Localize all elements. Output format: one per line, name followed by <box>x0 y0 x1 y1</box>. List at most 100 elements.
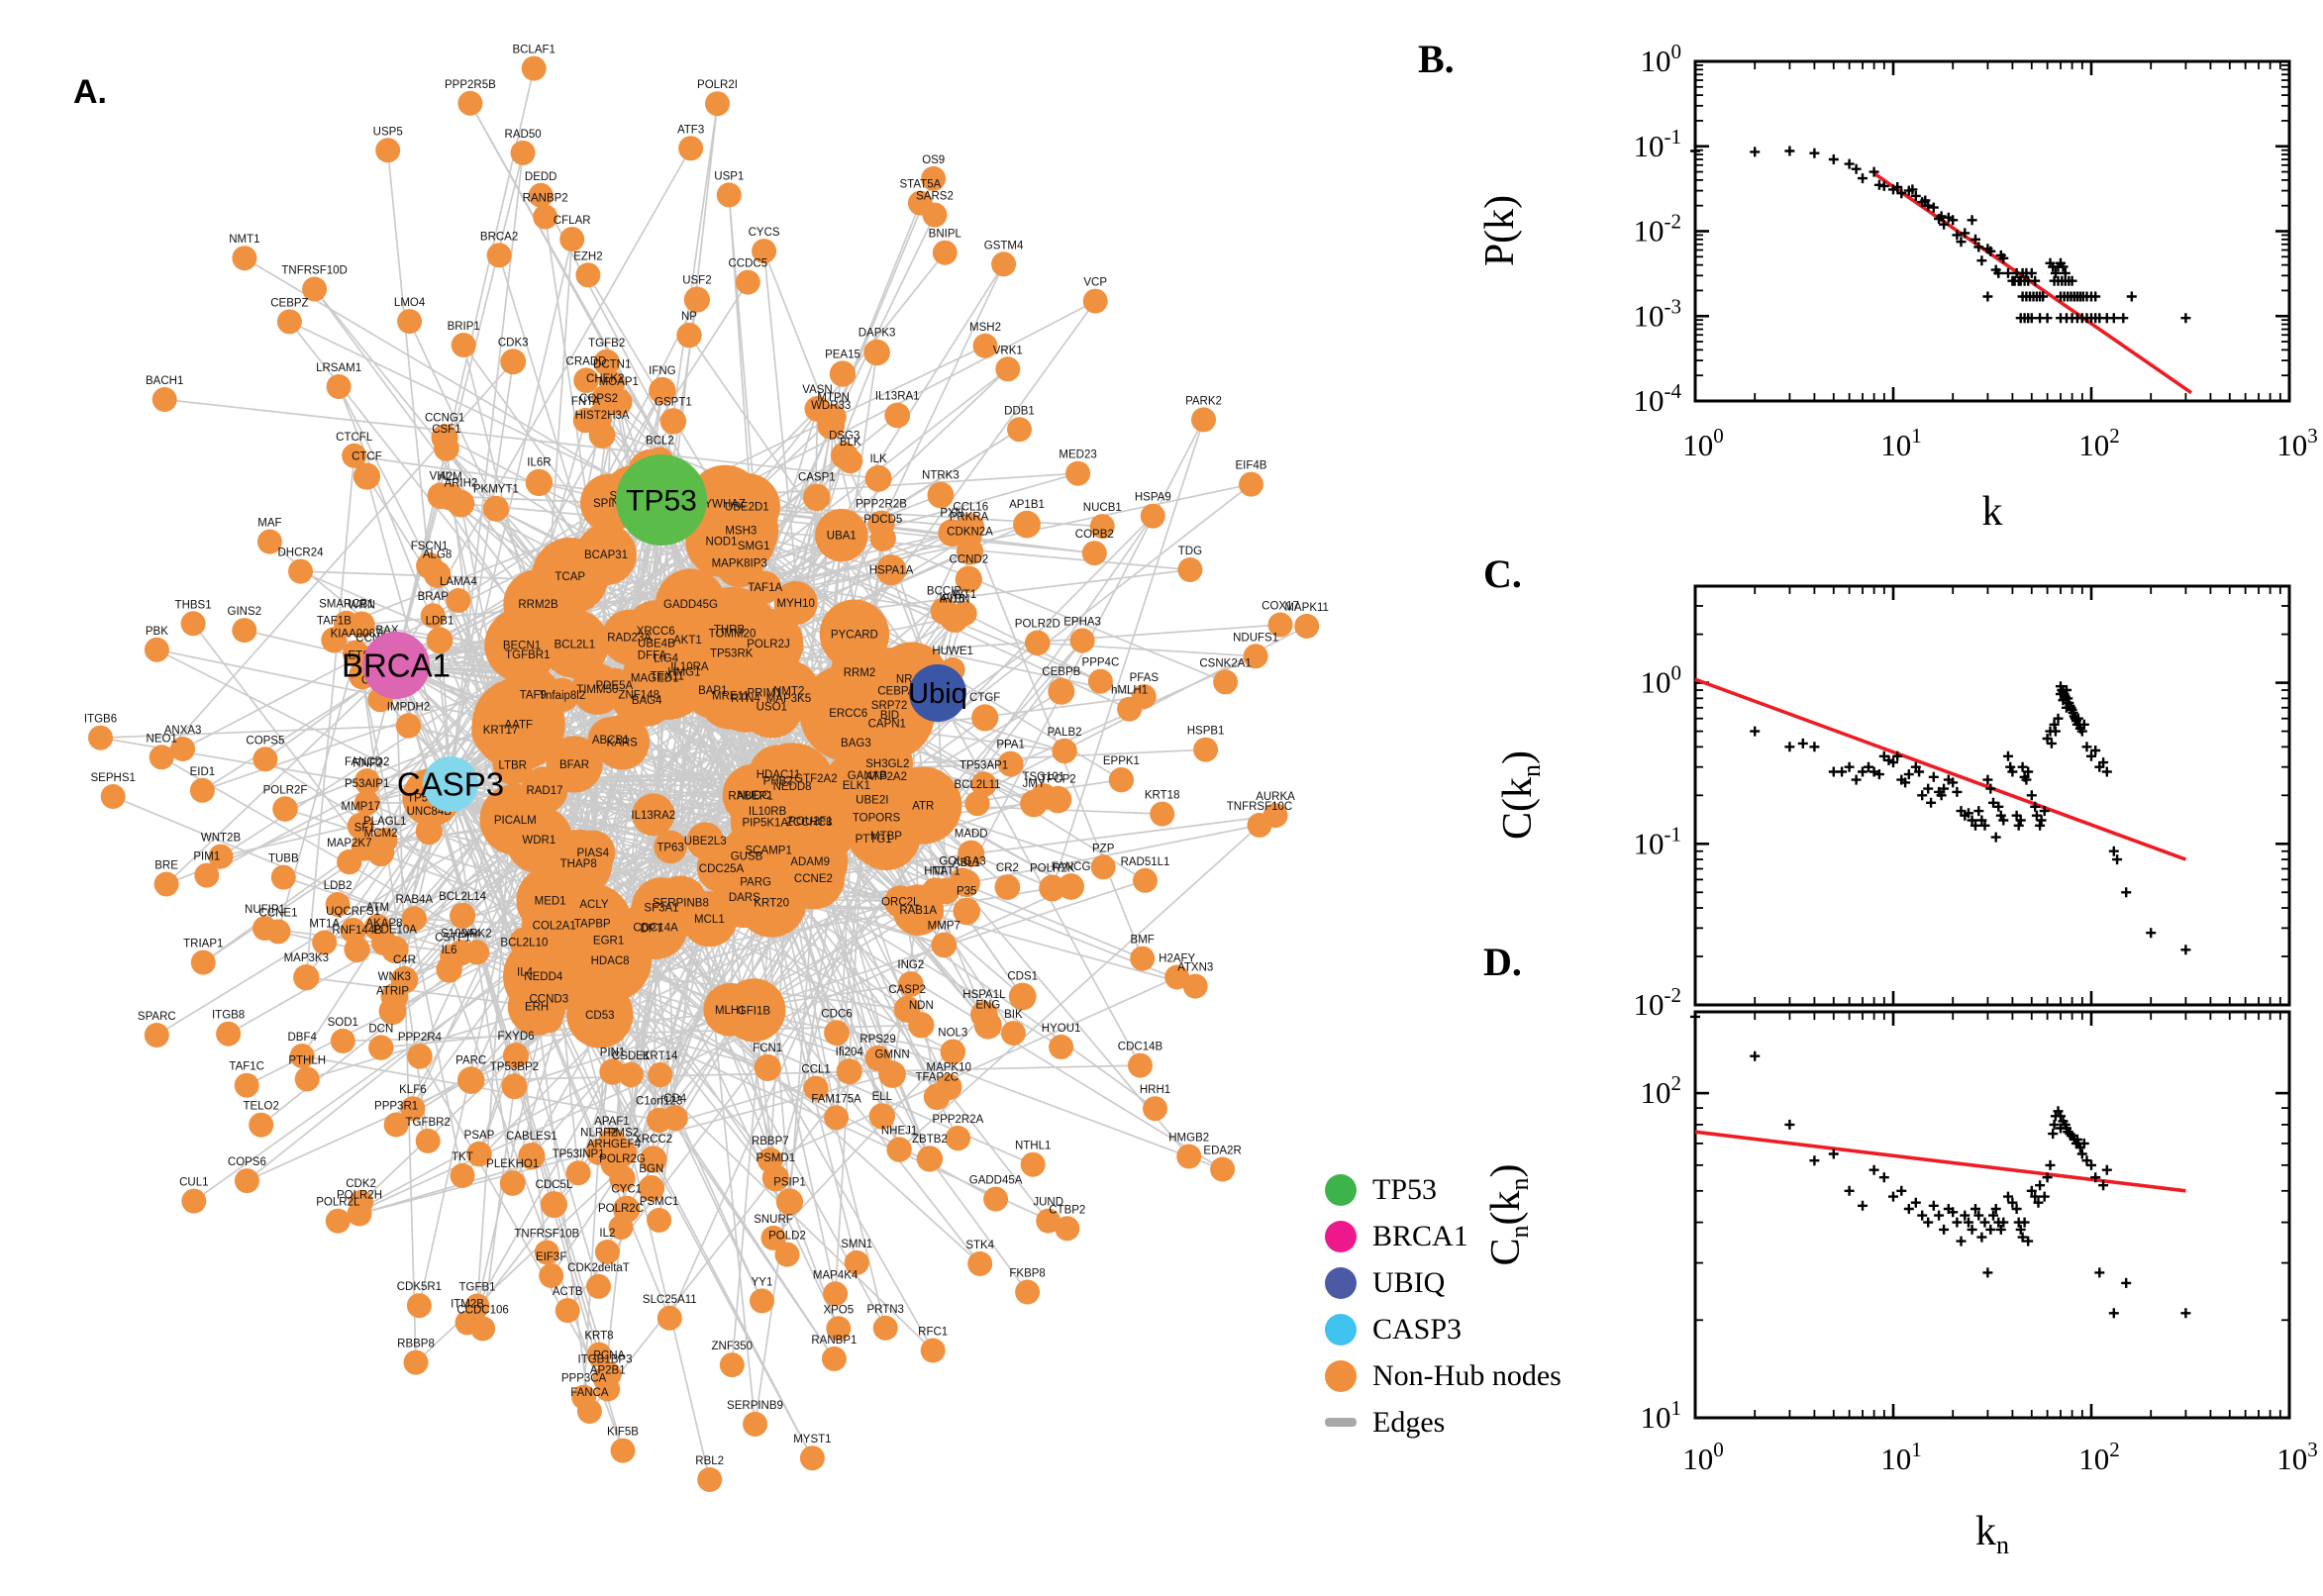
network-node <box>921 165 947 191</box>
network-node-label: BIK <box>1004 1009 1023 1021</box>
axis-tick-label: 100 <box>1641 661 1682 700</box>
network-node-label: PARC <box>455 1054 486 1066</box>
network-node-label: LDB2 <box>324 880 353 892</box>
legend-item-edges: Edges <box>1325 1399 1562 1446</box>
data-point-marker <box>2046 738 2057 748</box>
network-node <box>1140 503 1165 529</box>
network-node-label: ILK <box>869 453 887 465</box>
data-point-marker <box>2108 1308 2119 1319</box>
network-node-label: HMGB2 <box>1168 1133 1209 1145</box>
network-node-label: POLR2J <box>747 639 789 650</box>
network-node-label: PPP2R4 <box>398 1032 443 1044</box>
ubiq-dot-icon <box>1325 1266 1357 1299</box>
network-node-label: COPS6 <box>228 1156 266 1168</box>
network-node-label: DARS <box>729 892 760 904</box>
network-node <box>940 1039 966 1065</box>
network-node <box>868 1103 895 1130</box>
network-node-label: GOLGA3 <box>939 855 985 867</box>
network-node-label: UBE2D1 <box>725 502 769 514</box>
network-node-label: GINS2 <box>228 606 262 618</box>
network-node-label: EGR1 <box>593 936 624 948</box>
network-node-label: NOD1 <box>706 537 738 549</box>
network-node-label: ITGB6 <box>84 714 117 726</box>
network-node-label: WNT2B <box>201 833 242 845</box>
data-point-marker <box>1939 783 1950 794</box>
nonhub-dot-icon <box>1325 1359 1357 1392</box>
network-node-label: ERH <box>525 1002 549 1014</box>
data-point-marker <box>1851 774 1862 785</box>
network-node <box>938 519 966 548</box>
data-point-marker <box>2021 774 2032 785</box>
network-node-label: CEBPZ <box>270 297 308 309</box>
network-node-label: AATF <box>505 719 534 731</box>
data-point-marker <box>1960 1210 1970 1221</box>
network-node-label: FANCA <box>570 1387 609 1399</box>
network-node <box>735 269 760 295</box>
network-node <box>353 462 380 490</box>
network-node-label: PPP2R2B <box>856 499 907 511</box>
network-node-label: EPPK1 <box>1103 755 1140 767</box>
network-node <box>1108 767 1135 793</box>
network-node-label: ABL1 <box>953 857 980 869</box>
network-node <box>555 1298 580 1324</box>
network-node <box>1081 541 1107 566</box>
network-node <box>1243 644 1268 669</box>
hub-label-ubiq: Ubiq <box>908 678 967 710</box>
network-node-label: PZP <box>1092 843 1115 854</box>
data-point-marker <box>1858 1200 1868 1211</box>
network-node <box>647 1207 672 1233</box>
network-node <box>953 897 980 926</box>
hub-node-casp3 <box>423 756 478 812</box>
axis-tick-label: 100 <box>1682 1438 1724 1476</box>
network-node <box>958 840 985 867</box>
network-node <box>180 611 206 637</box>
network-node <box>153 871 179 897</box>
data-point-marker <box>1956 237 1967 248</box>
network-node-label: LTBR <box>498 759 527 771</box>
network-node-label: ZNF148 <box>618 689 659 701</box>
network-node <box>486 243 512 268</box>
data-point-marker <box>1910 1197 1921 1208</box>
network-node-label: ATR <box>912 801 934 813</box>
network-node <box>256 529 282 554</box>
network-node-label: ITM2B <box>451 1299 484 1311</box>
network-node-label: CEBPA <box>877 685 915 697</box>
hub-node-tp53 <box>616 454 707 546</box>
network-node-label: EIF4B <box>1236 460 1267 472</box>
data-point-marker <box>1844 158 1855 169</box>
data-point-marker <box>2094 1267 2105 1278</box>
data-point-marker <box>2180 1308 2191 1319</box>
network-node <box>575 524 637 586</box>
network-node-label: KIF5B <box>607 1427 639 1439</box>
network-node-label: FNTA <box>571 396 601 408</box>
network-node-label: CABLES1 <box>506 1131 557 1143</box>
network-node <box>775 1188 804 1216</box>
network-node-label: TNFRSF10D <box>281 265 347 277</box>
network-node <box>638 1175 665 1202</box>
network-node-label: RBBP8 <box>397 1339 435 1350</box>
legend-item-ubiq: UBIQ <box>1325 1259 1562 1306</box>
network-node-label: APAF1 <box>594 1116 630 1128</box>
network-node <box>598 1128 626 1154</box>
network-node <box>1052 738 1077 764</box>
network-node-label: TP53INP1 <box>553 1148 605 1160</box>
network-node-label: CDC14B <box>1118 1042 1163 1053</box>
network-node <box>819 599 890 669</box>
data-point-marker <box>2180 945 2191 955</box>
network-node <box>451 333 476 357</box>
network-node <box>415 818 443 846</box>
network-node <box>678 136 704 161</box>
network-node-label: CCL16 <box>953 501 988 513</box>
network-node-label: BACH1 <box>146 375 183 387</box>
network-node <box>750 1288 774 1314</box>
network-node-label: CSNK2A1 <box>1199 657 1251 669</box>
network-node-label: CCNG1 <box>425 412 464 424</box>
network-node-label: BLK <box>840 437 861 449</box>
network-node <box>482 495 509 522</box>
network-node-label: MMP17 <box>341 801 380 813</box>
network-node <box>1150 801 1175 827</box>
network-node <box>1182 973 1208 999</box>
network-node <box>884 402 911 429</box>
network-node-label: CRADD <box>566 356 607 368</box>
network-node <box>875 554 907 585</box>
